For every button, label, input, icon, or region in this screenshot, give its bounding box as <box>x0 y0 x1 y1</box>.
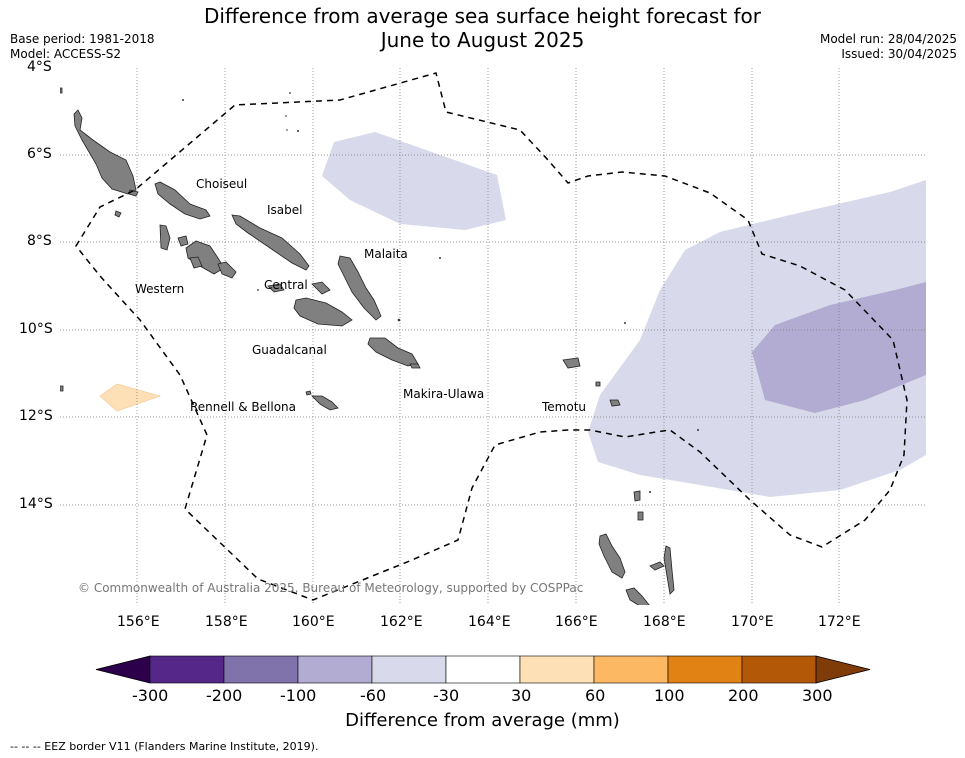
eez-border-solomon-islands <box>75 72 908 601</box>
colorbar-segment-5 <box>519 655 595 684</box>
lat-label-6s: 6°S <box>27 146 52 162</box>
lat-label-4s: 4°S <box>27 59 52 75</box>
province-label-makira-ulawa: Makira-Ulawa <box>403 387 485 401</box>
lat-label-12s: 12°S <box>19 408 53 424</box>
santa-cruz-island <box>562 357 581 369</box>
colorbar-segment-4 <box>445 655 521 684</box>
lat-label-10s: 10°S <box>19 321 53 337</box>
province-label-isabel: Isabel <box>267 203 303 217</box>
colorbar-segment-2 <box>297 655 373 684</box>
anomaly-region-plus30-west <box>99 383 162 412</box>
bellona-island <box>305 390 312 396</box>
guadalcanal-island <box>293 297 353 327</box>
vanuatu-island-2 <box>625 587 650 605</box>
central-island-2 <box>267 283 285 293</box>
province-label-western: Western <box>135 282 185 296</box>
colorbar-tick-3: -60 <box>360 686 387 705</box>
copyright-notice: © Commonwealth of Australia 2025, Bureau… <box>78 581 584 595</box>
map-title-line-1: Difference from average sea surface heig… <box>203 4 762 28</box>
colorbar-tick-4: -30 <box>433 686 460 705</box>
malaita-island <box>337 255 382 321</box>
rennell-island <box>311 395 339 411</box>
colorbar-tick-9: 300 <box>802 686 833 705</box>
choiseul-island <box>73 109 137 195</box>
colorbar-tick-0: -300 <box>132 686 169 705</box>
lon-label-164e: 164°E <box>468 614 511 630</box>
colorbar-segment-8 <box>741 655 817 684</box>
colorbar-segment-0 <box>149 655 225 684</box>
province-label-choiseul: Choiseul <box>196 177 248 191</box>
lon-label-160e: 160°E <box>292 614 335 630</box>
colorbar-tick-2: -100 <box>280 686 317 705</box>
western-island-3 <box>177 235 189 247</box>
colorbar-tick-5: 30 <box>511 686 532 705</box>
colorbar-high-extension <box>815 655 871 684</box>
eez-legend-note: -- -- -- EEZ border V11 (Flanders Marine… <box>10 740 319 753</box>
small-islets <box>182 92 699 493</box>
isabel-island <box>231 214 310 271</box>
lon-label-170e: 170°E <box>731 614 774 630</box>
makira-island <box>367 337 419 367</box>
province-label-guadalcanal: Guadalcanal <box>252 343 327 357</box>
temotu-island-2 <box>595 381 601 387</box>
lon-label-158e: 158°E <box>205 614 248 630</box>
colorbar-segment-1 <box>223 655 299 684</box>
florida-islands <box>311 281 331 295</box>
issued-label: Issued: 30/04/2025 <box>841 47 957 61</box>
colorbar-tick-6: 60 <box>585 686 606 705</box>
province-label-rennell-bellona: Rennell & Bellona <box>190 400 297 414</box>
map-body <box>60 68 926 605</box>
colorbar-low-extension <box>95 655 151 684</box>
model-run-label: Model run: 28/04/2025 <box>819 32 957 46</box>
western-island-4 <box>217 261 237 279</box>
west-edge-island-1 <box>60 87 63 94</box>
vanuatu-island-1 <box>598 533 626 579</box>
colorbar-tick-8: 200 <box>728 686 759 705</box>
lon-label-156e: 156°E <box>117 614 160 630</box>
vanuatu-island-4 <box>663 545 675 595</box>
lat-label-14s: 14°S <box>19 496 53 512</box>
colorbar-title: Difference from average (mm) <box>345 710 620 731</box>
colorbar-segment-7 <box>667 655 743 684</box>
colorbar <box>95 655 871 684</box>
western-island-1 <box>159 224 171 251</box>
land-masses <box>60 87 675 605</box>
base-period-label: Base period: 1981-2018 <box>10 32 155 46</box>
colorbar-segment-6 <box>593 655 669 684</box>
model-label: Model: ACCESS-S2 <box>10 47 122 61</box>
lon-label-166e: 166°E <box>555 614 598 630</box>
anomaly-region-minus30-north <box>322 132 506 230</box>
vanuatu-island-3 <box>649 561 665 571</box>
lon-label-168e: 168°E <box>643 614 686 630</box>
vanuatu-island-5 <box>633 490 641 502</box>
anomaly-region-minus30-east <box>588 180 926 497</box>
province-label-central: Central <box>264 278 308 292</box>
makira-small-island <box>409 363 421 369</box>
western-island-5 <box>189 256 203 269</box>
map-title-line-2: June to August 2025 <box>380 28 585 52</box>
lat-label-8s: 8°S <box>27 233 52 249</box>
colorbar-tick-7: 100 <box>654 686 685 705</box>
west-edge-island-2 <box>60 385 64 392</box>
province-label-malaita: Malaita <box>364 247 408 261</box>
lon-label-172e: 172°E <box>818 614 861 630</box>
colorbar-tick-1: -200 <box>206 686 243 705</box>
province-label-temotu: Temotu <box>542 400 587 414</box>
choiseul-east-island <box>154 181 211 220</box>
temotu-island-3 <box>609 399 621 407</box>
lon-label-162e: 162°E <box>380 614 423 630</box>
colorbar-segment-3 <box>371 655 447 684</box>
vanuatu-island-6 <box>637 511 644 521</box>
map-gridlines <box>60 68 926 605</box>
western-island-6 <box>114 210 122 218</box>
